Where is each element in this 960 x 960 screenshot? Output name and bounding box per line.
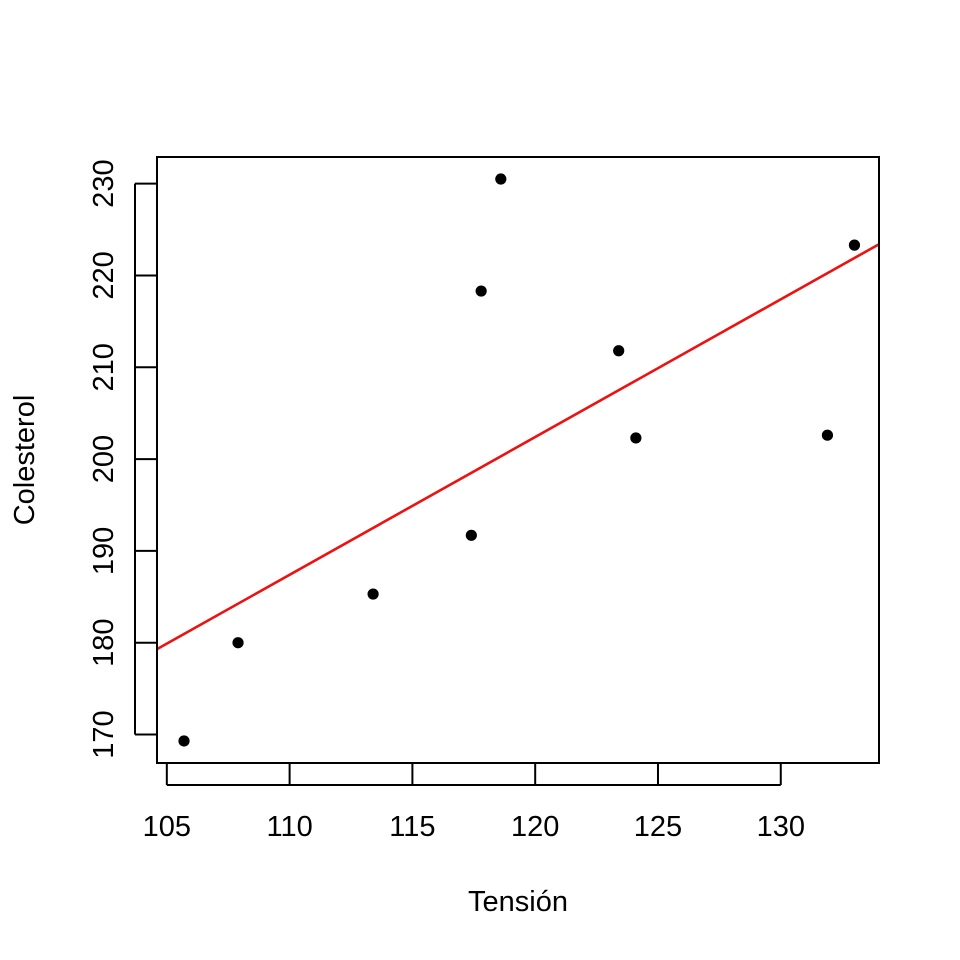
x-axis: 105 110 115 120 125 130: [143, 764, 805, 843]
y-tick-label: 180: [88, 619, 120, 667]
x-axis-title: Tensión: [468, 886, 568, 918]
data-point: [848, 239, 861, 251]
x-tick-label: 105: [143, 811, 191, 843]
data-point: [465, 529, 477, 541]
x-tick-label: 115: [389, 811, 435, 843]
data-point: [630, 432, 642, 444]
y-tick-label: 230: [88, 159, 120, 207]
x-tick-label: 130: [757, 811, 805, 843]
x-tick-label: 120: [511, 811, 559, 843]
x-tick-label: 125: [634, 811, 682, 843]
y-tick-label: 220: [88, 251, 120, 299]
y-axis: 170 180 190 200 210 220 230: [88, 159, 157, 759]
data-point: [821, 429, 834, 441]
data-point: [495, 173, 507, 185]
regression-line: [156, 243, 880, 651]
x-tick-label: 110: [266, 811, 312, 843]
data-point: [613, 345, 625, 357]
y-tick-label: 210: [88, 343, 120, 391]
data-point: [232, 637, 244, 649]
data-point: [475, 285, 487, 297]
data-point: [367, 588, 379, 600]
y-tick-label: 170: [88, 710, 120, 758]
data-point: [178, 735, 190, 747]
y-tick-label: 190: [88, 527, 120, 575]
plot-marks: [156, 173, 880, 747]
plot-frame: [156, 156, 880, 764]
y-tick-label: 200: [88, 435, 120, 483]
y-axis-title: Colesterol: [9, 395, 41, 526]
